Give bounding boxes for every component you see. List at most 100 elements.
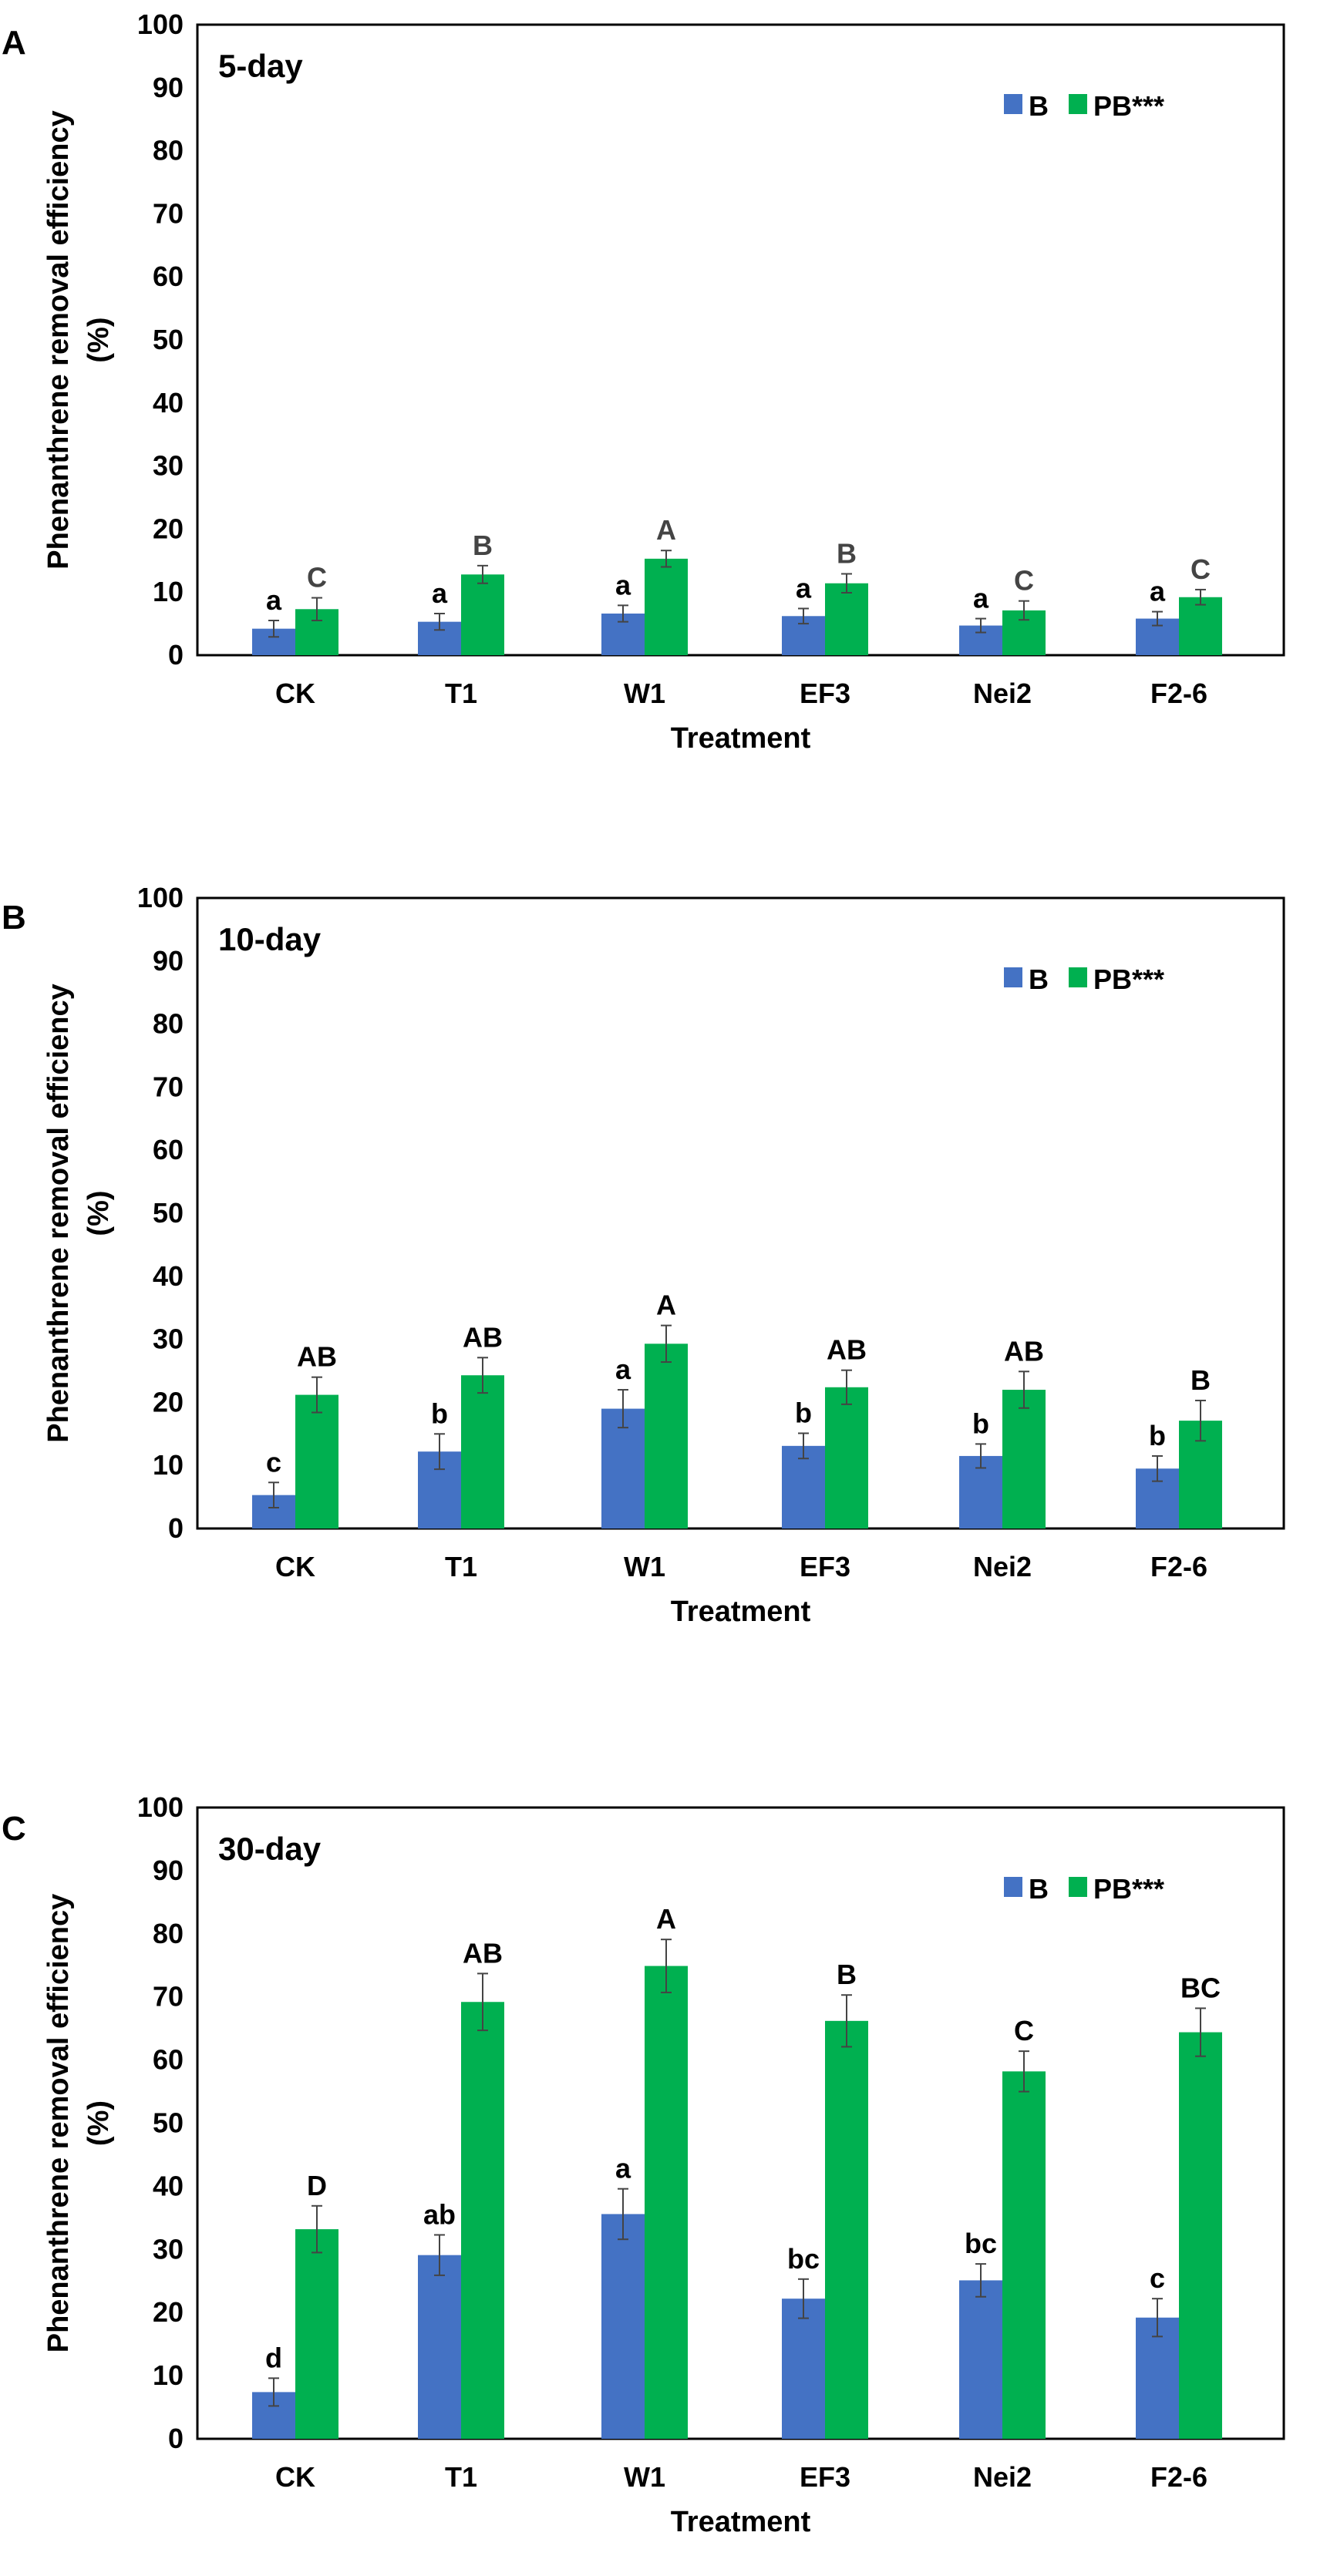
bar-pb (461, 574, 504, 655)
significance-letter-pb: C (307, 562, 327, 594)
legend-swatch-pb (1069, 967, 1087, 987)
y-tick-label: 70 (153, 197, 184, 229)
plot-frame (196, 896, 1285, 1530)
y-tick-label: 80 (153, 1918, 184, 1949)
significance-letter-b: ab (423, 2198, 456, 2230)
y-tick-label: 10 (153, 1449, 184, 1481)
x-tick-label: CK (275, 2461, 315, 2493)
y-tick-label: 90 (153, 945, 184, 977)
legend-label-b: B (1029, 1873, 1049, 1905)
significance-letter-pb: AB (297, 1341, 337, 1373)
y-tick-label: 80 (153, 1008, 184, 1040)
y-tick-label: 60 (153, 1134, 184, 1165)
legend-label-pb: PB*** (1093, 963, 1164, 995)
x-tick-label: T1 (445, 678, 477, 709)
significance-letter-pb: A (656, 1903, 676, 1935)
bar-pb (825, 583, 868, 655)
x-tick-label: EF3 (800, 678, 850, 709)
legend-label-b: B (1029, 963, 1049, 995)
panel-letter: B (2, 899, 26, 937)
legend-swatch-b (1004, 94, 1022, 114)
x-tick-label: T1 (445, 1551, 477, 1582)
y-tick-label: 0 (168, 639, 184, 671)
chart-panel-b: B 0 10 20 30 40 50 60 70 80 90 100 Phenanthrene remo… (2, 882, 1285, 1628)
significance-letter-b: a (432, 577, 448, 609)
significance-letter-b: a (615, 2153, 631, 2184)
bar-b (601, 1408, 645, 1528)
chart-panel-c: C 0 10 20 30 40 50 60 70 80 90 100 Phenanthrene remo… (2, 1791, 1285, 2538)
significance-letter-b: b (972, 1407, 989, 1439)
x-tick-label: Nei2 (973, 2461, 1032, 2493)
y-tick-label: 50 (153, 1197, 184, 1229)
x-tick-label: CK (275, 678, 315, 709)
significance-letter-b: c (266, 1446, 281, 1478)
bar-pb (645, 558, 688, 655)
y-axis-title: Phenanthrene removal efficiency (42, 1894, 75, 2353)
y-axis-title-unit: (%) (83, 317, 115, 362)
significance-letter-b: b (795, 1397, 812, 1428)
bar-pb (645, 1966, 688, 2439)
y-axis-title-unit: (%) (83, 1190, 115, 1236)
chart-panel-a: A 0 10 20 30 40 50 60 70 80 90 100 Phenanthrene remo… (2, 8, 1285, 755)
y-tick-label: 70 (153, 1071, 184, 1102)
significance-letter-pb: A (656, 514, 676, 546)
significance-letter-b: bc (787, 2243, 820, 2275)
x-tick-label: F2-6 (1150, 2461, 1207, 2493)
significance-letter-b: a (1150, 576, 1166, 607)
legend-swatch-pb (1069, 94, 1087, 114)
bar-b (782, 1445, 825, 1528)
x-tick-label: W1 (624, 2461, 665, 2493)
significance-letter-pb: B (1191, 1364, 1211, 1396)
y-tick-label: 40 (153, 387, 184, 419)
y-tick-label: 30 (153, 2233, 184, 2265)
significance-letter-pb: AB (1004, 1335, 1044, 1367)
y-tick-label: 60 (153, 261, 184, 292)
x-tick-label: Nei2 (973, 1551, 1032, 1582)
y-tick-label: 70 (153, 1981, 184, 2013)
panel-title: 30-day (218, 1831, 322, 1867)
significance-letter-pb: AB (463, 1937, 503, 1969)
significance-letter-pb: C (1014, 565, 1034, 597)
y-tick-label: 90 (153, 72, 184, 103)
bar-pb (1179, 2032, 1222, 2439)
x-tick-label: EF3 (800, 1551, 850, 1582)
significance-letter-b: b (1149, 1420, 1166, 1451)
significance-letter-b: c (1150, 2262, 1165, 2294)
significance-letter-b: bc (965, 2228, 997, 2259)
x-tick-label: Nei2 (973, 678, 1032, 709)
bar-pb (295, 2229, 338, 2439)
x-tick-label: W1 (624, 1551, 665, 1582)
y-tick-label: 20 (153, 2296, 184, 2328)
panel-title: 10-day (218, 921, 322, 957)
y-tick-label: 40 (153, 2170, 184, 2201)
x-tick-label: T1 (445, 2461, 477, 2493)
significance-letter-pb: B (837, 537, 857, 569)
bar-pb (825, 2020, 868, 2439)
bar-b (1136, 2317, 1179, 2439)
y-tick-label: 50 (153, 2107, 184, 2139)
significance-letter-pb: B (837, 1959, 857, 1990)
y-tick-label: 100 (137, 1791, 184, 1823)
bar-b (601, 2214, 645, 2439)
legend-swatch-b (1004, 1877, 1022, 1897)
bar-pb (295, 1394, 338, 1528)
y-axis-title: Phenanthrene removal efficiency (42, 110, 75, 570)
significance-letter-b: a (615, 1354, 631, 1385)
y-tick-label: 60 (153, 2044, 184, 2076)
y-tick-label: 0 (168, 1512, 184, 1544)
significance-letter-b: a (973, 583, 989, 614)
x-tick-label: CK (275, 1551, 315, 1582)
y-tick-label: 30 (153, 1323, 184, 1355)
y-tick-label: 30 (153, 450, 184, 482)
bar-b (959, 2280, 1002, 2439)
legend-label-pb: PB*** (1093, 1873, 1164, 1905)
y-axis-title: Phenanthrene removal efficiency (42, 984, 75, 1443)
y-tick-label: 100 (137, 882, 184, 913)
y-tick-label: 0 (168, 2423, 184, 2454)
legend-label-pb: PB*** (1093, 90, 1164, 122)
significance-letter-b: a (266, 584, 282, 616)
significance-letter-pb: C (1191, 553, 1211, 585)
x-tick-label: F2-6 (1150, 1551, 1207, 1582)
legend-label-b: B (1029, 90, 1049, 122)
panel-letter: C (2, 1810, 26, 1848)
